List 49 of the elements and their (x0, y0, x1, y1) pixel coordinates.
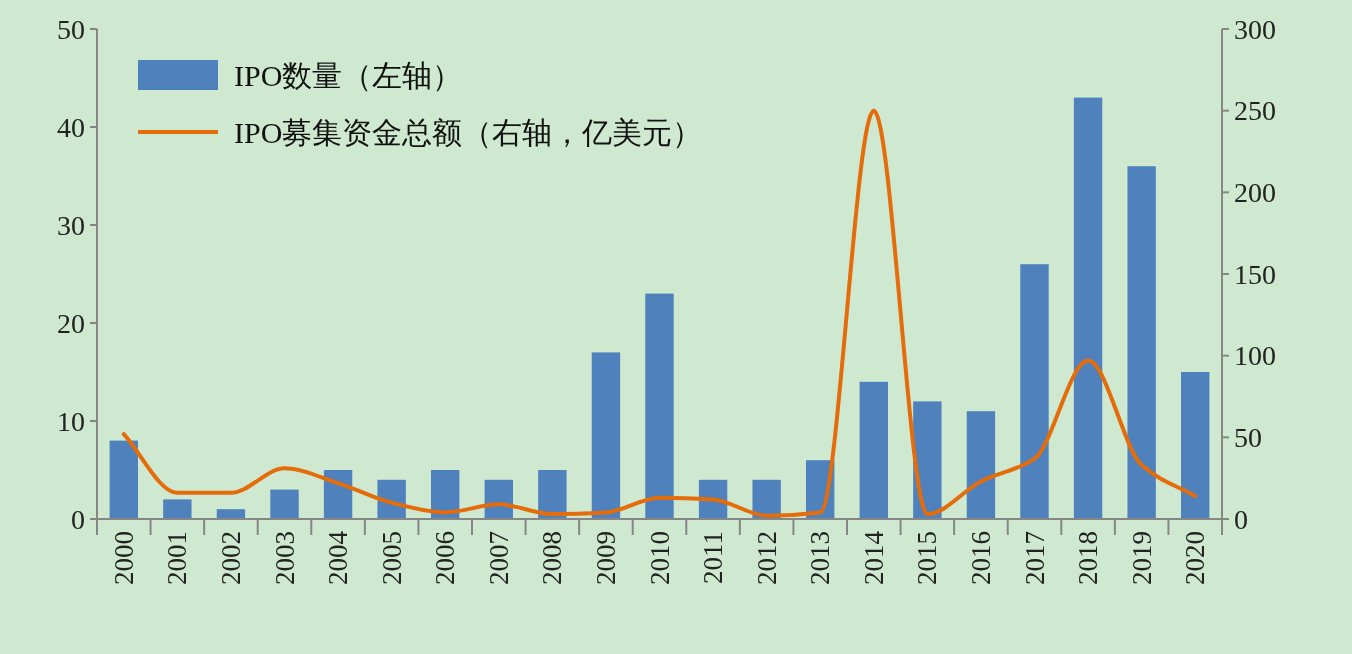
bar (538, 470, 567, 519)
y-tick-label: 30 (57, 209, 85, 241)
x-tick-label: 2008 (537, 531, 568, 585)
x-tick-label: 2005 (376, 531, 407, 585)
y2-tick-label: 200 (1234, 176, 1276, 208)
bar (645, 293, 674, 519)
x-tick-label: 2000 (108, 531, 139, 585)
x-tick-label: 2017 (1019, 531, 1050, 585)
bar (270, 489, 299, 519)
x-tick-label: 2015 (912, 531, 943, 585)
y2-tick-label: 50 (1234, 421, 1262, 453)
x-tick-label: 2018 (1073, 531, 1104, 585)
legend-label: IPO募集资金总额（右轴，亿美元） (234, 115, 703, 149)
y2-tick-label: 100 (1234, 340, 1276, 372)
legend-label: IPO数量（左轴） (234, 58, 463, 92)
y2-tick-label: 300 (1234, 13, 1276, 45)
y-tick-label: 10 (57, 405, 85, 437)
x-tick-label: 2009 (590, 531, 621, 585)
y2-tick-label: 250 (1234, 95, 1276, 127)
y2-tick-label: 150 (1234, 258, 1276, 290)
x-tick-label: 2020 (1180, 531, 1211, 585)
x-tick-label: 2007 (483, 531, 514, 585)
y-tick-label: 20 (57, 307, 85, 339)
x-tick-label: 2002 (215, 531, 246, 585)
x-tick-label: 2006 (430, 531, 461, 585)
bar (216, 509, 246, 519)
x-tick-label: 2019 (1126, 531, 1157, 585)
x-tick-label: 2010 (644, 531, 675, 585)
x-tick-label: 2004 (323, 530, 354, 585)
bar (163, 499, 192, 519)
x-tick-label: 2011 (698, 531, 729, 584)
bar (1073, 97, 1103, 519)
bar (966, 411, 996, 519)
bar (1020, 264, 1049, 519)
bar (109, 440, 138, 519)
bar (1127, 166, 1156, 519)
x-tick-label: 2016 (965, 531, 996, 585)
bar (1181, 372, 1210, 519)
x-tick-label: 2003 (269, 531, 300, 585)
x-tick-label: 2001 (162, 531, 193, 585)
y-tick-label: 0 (71, 503, 85, 535)
y-tick-label: 40 (57, 111, 85, 143)
x-tick-label: 2012 (751, 531, 782, 585)
y2-tick-label: 0 (1234, 503, 1248, 535)
x-tick-label: 2013 (805, 531, 836, 585)
y-tick-label: 50 (57, 13, 85, 45)
bar (859, 381, 888, 519)
bar (591, 352, 621, 519)
x-tick-label: 2014 (858, 530, 889, 585)
